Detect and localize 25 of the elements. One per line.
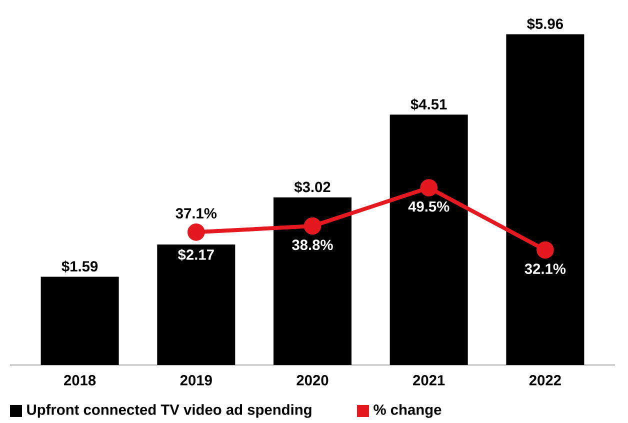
point xyxy=(536,241,554,259)
data-label: $4.51 xyxy=(410,98,447,110)
point xyxy=(420,179,438,196)
data-label: $1.59 xyxy=(62,260,98,272)
data-label: $5.96 xyxy=(527,18,564,30)
bar xyxy=(506,34,584,365)
data-label: 49.5% xyxy=(408,201,450,212)
x-tick-label: 2021 xyxy=(413,375,445,386)
legend-label: Upfront connected TV video ad spending xyxy=(27,404,312,418)
x-tick-label: 2020 xyxy=(296,375,328,386)
data-label: 32.1% xyxy=(524,264,566,274)
point xyxy=(187,223,205,241)
bar xyxy=(157,244,236,365)
bar xyxy=(274,197,352,365)
data-label: 37.1% xyxy=(176,208,217,219)
data-label: $3.02 xyxy=(294,181,330,194)
point xyxy=(304,217,322,235)
legend-label: % change xyxy=(374,404,442,418)
x-tick-label: 2018 xyxy=(64,375,96,386)
bar xyxy=(40,276,119,365)
x-tick-label: 2022 xyxy=(529,375,561,386)
x-tick-label: 2019 xyxy=(180,375,212,386)
data-label: 38.8% xyxy=(292,240,333,250)
bar xyxy=(390,114,468,365)
data-label: $2.17 xyxy=(178,248,214,261)
